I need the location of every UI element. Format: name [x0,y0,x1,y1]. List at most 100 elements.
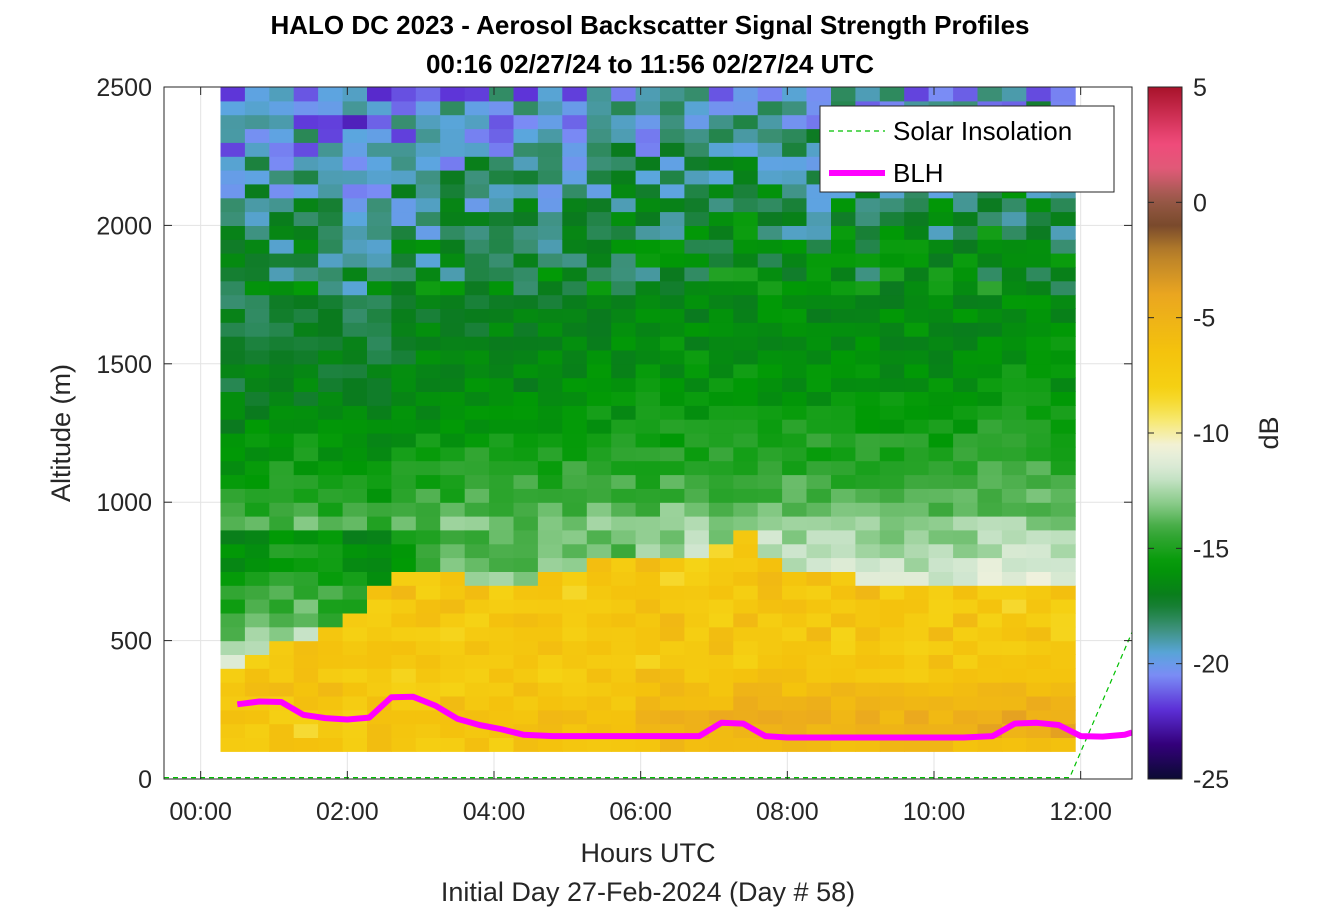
heatmap-cell [318,502,344,517]
heatmap-cell [635,433,661,448]
colorbar-label: dB [1254,416,1284,449]
heatmap-cell [635,253,661,268]
heatmap-cell [855,668,881,683]
heatmap-cell [367,640,392,655]
heatmap-cell [1026,419,1052,434]
heatmap-cell [586,737,612,752]
heatmap-cell [293,405,319,420]
heatmap-cell [1026,626,1052,642]
heatmap-cell [513,280,539,296]
heatmap-cell [953,737,979,752]
heatmap-cell [391,557,417,572]
heatmap-cell [635,529,661,545]
heatmap-cell [318,516,344,531]
heatmap-cell [879,405,905,420]
heatmap-cell [879,322,905,337]
heatmap-cell [757,460,783,476]
heatmap-cell [318,723,344,738]
heatmap-cell [537,709,563,725]
heatmap-cell [440,114,466,130]
heatmap-cell [684,709,710,725]
heatmap-cell [1001,377,1027,392]
heatmap-cell [879,197,905,213]
heatmap-cell [757,280,783,296]
heatmap-cell [635,488,661,503]
heatmap-cell [953,709,979,725]
heatmap-cell [855,640,881,655]
heatmap-cell [489,654,515,669]
heatmap-cell [904,654,930,669]
heatmap-cell [391,253,417,268]
heatmap-cell [733,128,759,143]
y-tick-label: 1500 [96,351,152,379]
heatmap-cell [708,460,734,476]
heatmap-cell [415,336,441,351]
heatmap-cell [708,239,734,254]
heatmap-cell [513,460,539,476]
heatmap-cell [244,446,270,462]
heatmap-cell [440,696,466,711]
heatmap-cell [562,488,588,503]
heatmap-cell [904,557,930,572]
heatmap-cell [684,294,710,309]
heatmap-cell [953,682,979,697]
heatmap-cell [342,668,368,683]
heatmap-cell [440,737,466,752]
heatmap-cell [757,640,783,655]
heatmap-cell [855,280,881,296]
heatmap-cell [1050,391,1076,406]
heatmap-cell [733,474,759,489]
heatmap-cell [586,266,612,282]
heatmap-cell [293,128,319,143]
heatmap-cell [367,211,392,226]
heatmap-cell [318,599,344,614]
heatmap-cell [757,142,783,157]
heatmap-cell [293,363,319,379]
heatmap-cell [269,197,295,213]
heatmap-cell [415,446,441,462]
heatmap-cell [757,668,783,683]
heatmap-cell [684,433,710,448]
heatmap-cell [1001,419,1027,434]
heatmap-cell [244,571,270,586]
heatmap-cell [635,211,661,226]
heatmap-cell [611,253,637,268]
heatmap-cell [537,183,563,199]
heatmap-cell [953,197,979,213]
heatmap-cell [733,571,759,586]
heatmap-cell [269,474,295,489]
heatmap-cell [537,502,563,517]
heatmap-cell [904,239,930,254]
y-tick-label: 2000 [96,212,152,240]
heatmap-cell [928,336,954,351]
heatmap-cell [440,502,466,517]
heatmap-cell [220,100,246,116]
heatmap-cell [537,170,563,185]
heatmap-cell [440,585,466,600]
heatmap-cell [1026,668,1052,683]
heatmap-cell [1050,197,1076,213]
heatmap-cell [489,460,515,476]
heatmap-cell [464,585,490,600]
heatmap-cell [269,225,295,240]
heatmap-cell [660,529,685,545]
heatmap-cell [977,557,1003,572]
heatmap-cell [537,668,563,683]
heatmap-cell [684,419,710,434]
heatmap-cell [831,626,856,642]
heatmap-cell [733,557,759,572]
heatmap-cell [244,543,270,559]
heatmap-cell [635,363,661,379]
heatmap-cell [342,336,368,351]
heatmap-cell [342,599,368,614]
heatmap-cell [269,336,295,351]
heatmap-cell [831,239,856,254]
heatmap-cell [489,280,515,296]
heatmap-cell [953,211,979,226]
heatmap-cell [708,446,734,462]
heatmap-cell [367,737,392,752]
heatmap-cell [977,502,1003,517]
heatmap-cell [537,612,563,628]
heatmap-cell [440,253,466,268]
heatmap-cell [928,585,954,600]
